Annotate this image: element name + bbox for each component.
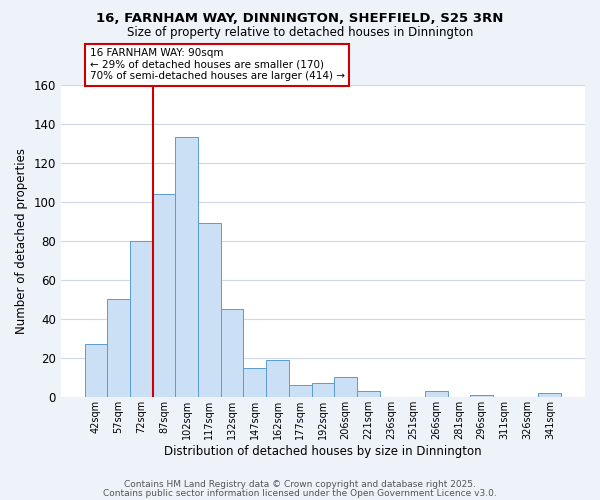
- Text: 16 FARNHAM WAY: 90sqm
← 29% of detached houses are smaller (170)
70% of semi-det: 16 FARNHAM WAY: 90sqm ← 29% of detached …: [89, 48, 344, 82]
- Bar: [85, 344, 107, 397]
- Bar: [289, 385, 311, 397]
- Bar: [334, 378, 357, 397]
- X-axis label: Distribution of detached houses by size in Dinnington: Distribution of detached houses by size …: [164, 444, 482, 458]
- Text: 16, FARNHAM WAY, DINNINGTON, SHEFFIELD, S25 3RN: 16, FARNHAM WAY, DINNINGTON, SHEFFIELD, …: [97, 12, 503, 26]
- Bar: [152, 194, 175, 397]
- Bar: [311, 383, 334, 397]
- Bar: [244, 368, 266, 397]
- Bar: [425, 391, 448, 397]
- Text: Size of property relative to detached houses in Dinnington: Size of property relative to detached ho…: [127, 26, 473, 39]
- Text: Contains HM Land Registry data © Crown copyright and database right 2025.: Contains HM Land Registry data © Crown c…: [124, 480, 476, 489]
- Bar: [357, 391, 380, 397]
- Bar: [470, 395, 493, 397]
- Bar: [130, 240, 152, 397]
- Bar: [107, 299, 130, 397]
- Bar: [538, 393, 561, 397]
- Text: Contains public sector information licensed under the Open Government Licence v3: Contains public sector information licen…: [103, 488, 497, 498]
- Bar: [175, 137, 198, 397]
- Bar: [198, 223, 221, 397]
- Bar: [221, 309, 244, 397]
- Y-axis label: Number of detached properties: Number of detached properties: [15, 148, 28, 334]
- Bar: [266, 360, 289, 397]
